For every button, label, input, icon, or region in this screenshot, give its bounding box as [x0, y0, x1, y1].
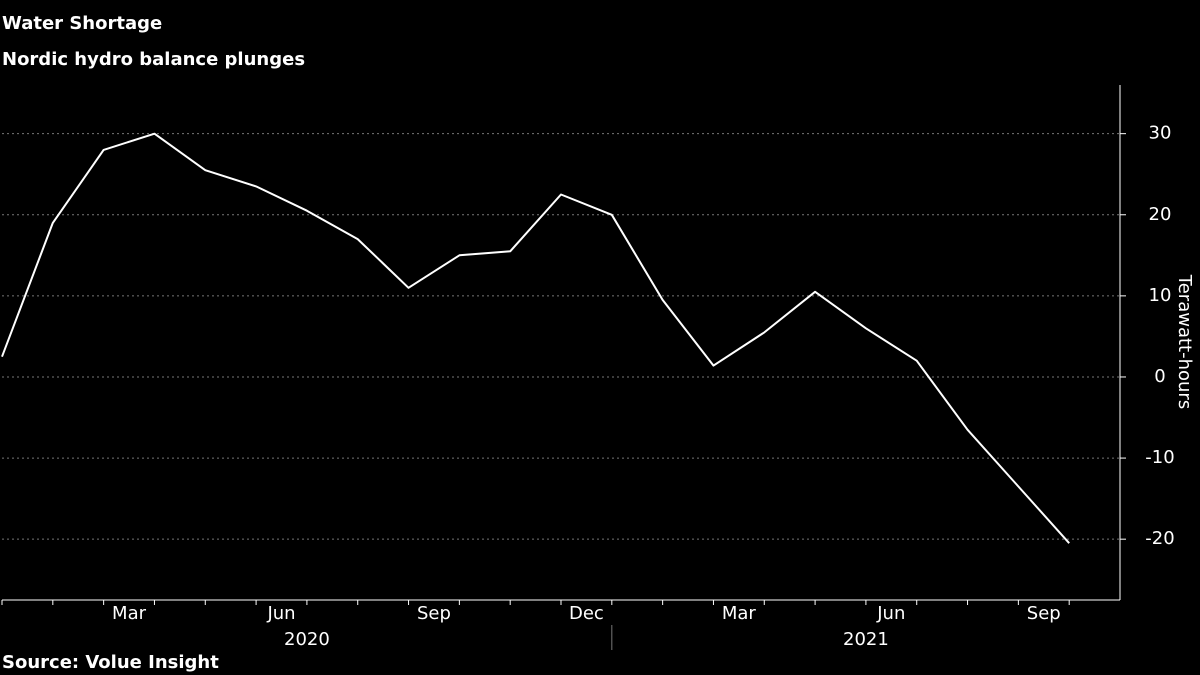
x-tick-label: Sep	[417, 603, 451, 624]
source: Source: Volue Insight	[2, 652, 219, 673]
y-tick-label: 20	[1149, 204, 1172, 225]
y-tick-label: -10	[1145, 447, 1174, 468]
chart-title: Water Shortage	[2, 13, 162, 34]
y-axis-label: Terawatt-hours	[1174, 274, 1195, 409]
y-tick-label: 0	[1154, 366, 1165, 387]
chart-subtitle: Nordic hydro balance plunges	[2, 49, 305, 70]
x-tick-label: Jun	[266, 603, 295, 624]
y-tick-label: -20	[1145, 528, 1174, 549]
y-tick-label: 10	[1149, 285, 1172, 306]
x-tick-label: Mar	[112, 603, 147, 624]
data-line	[1, 132, 1070, 544]
x-tick-label: Dec	[569, 603, 604, 624]
x-tick-label: Mar	[722, 603, 757, 624]
x-group-label: 2021	[843, 629, 889, 650]
x-group-label: 2020	[284, 629, 330, 650]
x-tick-label: Jun	[876, 603, 905, 624]
x-tick-label: Sep	[1027, 603, 1061, 624]
y-tick-label: 30	[1149, 123, 1172, 144]
